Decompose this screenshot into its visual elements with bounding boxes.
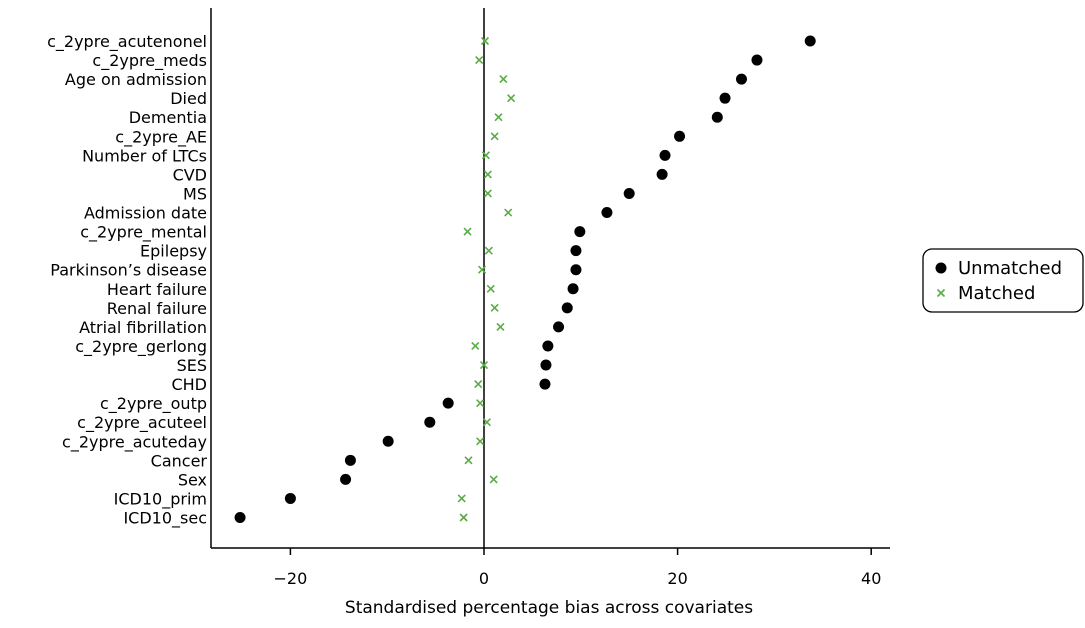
covariate-label: c_2ypre_acuteel <box>77 413 207 433</box>
legend-label: Matched <box>958 283 1035 304</box>
covariate-label: Dementia <box>129 108 207 127</box>
unmatched-point <box>751 54 763 66</box>
matched-point <box>479 360 489 370</box>
matched-point <box>507 94 516 103</box>
matched-point <box>481 151 491 160</box>
matched-point <box>482 418 491 427</box>
unmatched-point <box>735 73 747 85</box>
unmatched-point <box>234 512 246 523</box>
matched-point <box>475 55 484 65</box>
legend: Unmatched Matched <box>922 248 1084 313</box>
legend-unmatched-marker <box>935 262 947 274</box>
covariate-label: Epilepsy <box>140 242 207 261</box>
covariate-label: c_2ypre_AE <box>115 127 207 147</box>
unmatched-point <box>340 473 352 485</box>
unmatched-point <box>561 302 573 314</box>
matched-point <box>483 189 492 198</box>
matched-point <box>464 456 473 465</box>
unmatched-point <box>424 416 436 428</box>
matched-point <box>474 380 483 389</box>
matched-point <box>476 437 485 446</box>
matched-point <box>486 284 495 293</box>
x-tick-label: −20 <box>274 569 308 588</box>
unmatched-point <box>659 149 671 161</box>
legend-matched-marker <box>936 288 946 298</box>
covariate-label: c_2ypre_acuteday <box>62 432 207 452</box>
covariate-label: CVD <box>173 165 207 184</box>
unmatched-point <box>540 359 552 371</box>
unmatched-point <box>382 435 394 447</box>
unmatched-point <box>344 454 356 466</box>
unmatched-point <box>574 226 586 238</box>
unmatched-point <box>674 130 686 142</box>
matched-point <box>489 475 498 484</box>
matched-point <box>457 494 466 503</box>
matched-point <box>504 208 513 217</box>
unmatched-point <box>601 207 613 219</box>
covariate-label: Admission date <box>84 204 207 223</box>
matched-point <box>463 227 472 236</box>
matched-point <box>459 513 468 522</box>
x-tick-label: 0 <box>479 569 489 588</box>
covariate-label: SES <box>177 356 207 375</box>
legend-box <box>922 248 1084 313</box>
matched-point <box>499 75 508 84</box>
matched-point <box>477 265 487 274</box>
x-tick-label: 40 <box>861 569 881 588</box>
x-axis-title: Standardised percentage bias across cova… <box>345 598 753 618</box>
matched-point <box>490 132 499 141</box>
unmatched-point <box>553 321 565 333</box>
unmatched-point <box>719 92 731 104</box>
legend-label: Unmatched <box>958 258 1062 279</box>
unmatched-point <box>542 340 554 352</box>
covariate-label: CHD <box>171 375 207 394</box>
matched-point <box>476 399 485 408</box>
covariate-label: Atrial fibrillation <box>79 318 207 337</box>
covariate-label: MS <box>183 184 207 203</box>
unmatched-point <box>567 283 579 295</box>
matched-point <box>483 170 492 179</box>
covariate-label: Heart failure <box>107 280 207 299</box>
matched-point <box>494 113 503 122</box>
unmatched-point <box>623 187 635 199</box>
matched-point <box>471 341 480 351</box>
unmatched-point <box>570 264 582 276</box>
x-tick-label: 20 <box>667 569 687 588</box>
matched-point <box>484 246 493 255</box>
matched-point <box>490 303 499 312</box>
data-marks <box>234 35 816 523</box>
unmatched-point <box>539 378 551 390</box>
covariate-label: c_2ypre_gerlong <box>75 337 207 357</box>
covariate-label: c_2ypre_meds <box>92 51 207 71</box>
unmatched-point <box>570 245 582 257</box>
covariate-label: Sex <box>178 470 207 489</box>
unmatched-point <box>711 111 723 123</box>
unmatched-point <box>656 168 668 180</box>
covariate-label: Age on admission <box>65 70 207 89</box>
axes: −20 0 20 40 <box>210 8 890 588</box>
covariate-label: ICD10_prim <box>114 489 207 509</box>
covariate-label: Died <box>170 89 207 108</box>
covariate-label: Number of LTCs <box>82 146 207 165</box>
covariate-label: ICD10_sec <box>123 509 207 529</box>
matched-point <box>480 36 490 46</box>
covariate-label: Parkinson’s disease <box>50 261 207 280</box>
covariate-label: c_2ypre_mental <box>80 223 207 243</box>
unmatched-point <box>284 492 296 504</box>
covariate-label: Cancer <box>151 451 208 470</box>
unmatched-point <box>804 35 816 47</box>
unmatched-point <box>442 397 454 409</box>
covariate-label: c_2ypre_acutenonel <box>47 32 207 52</box>
covariate-label: c_2ypre_outp <box>100 394 207 414</box>
covariate-label: Renal failure <box>107 299 207 318</box>
matched-point <box>496 322 505 331</box>
